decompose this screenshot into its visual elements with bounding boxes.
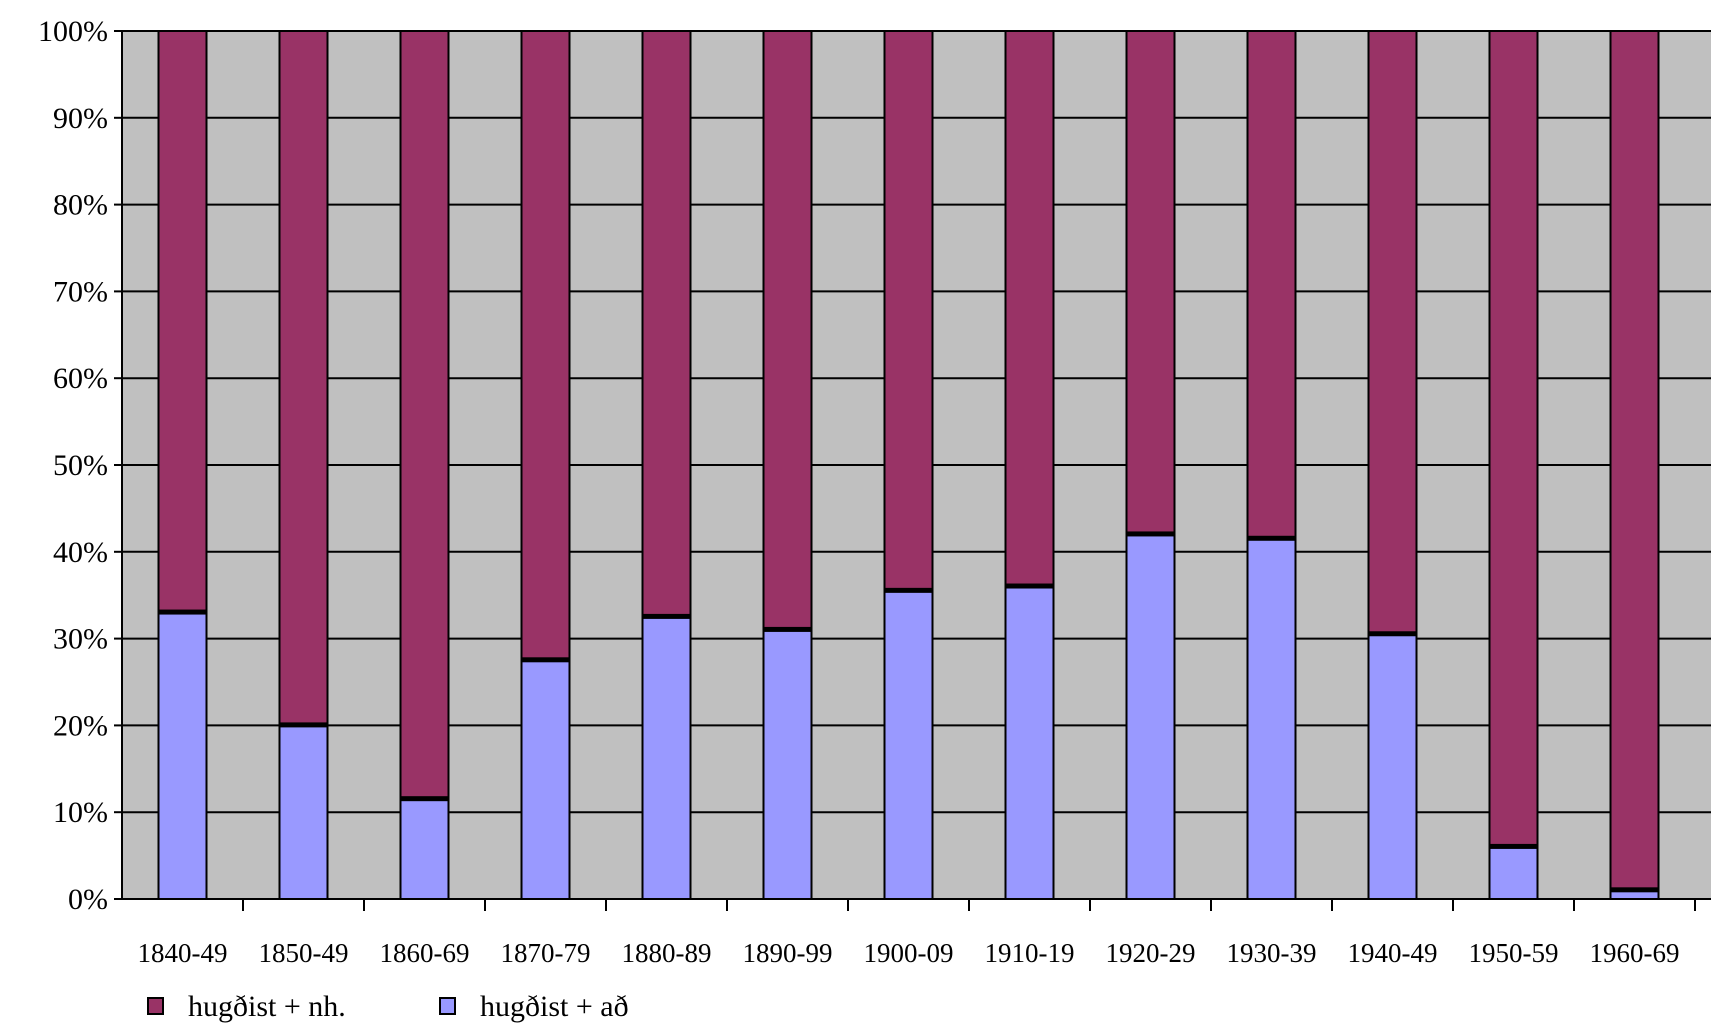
legend-swatch — [439, 997, 456, 1015]
bar-segment — [278, 30, 329, 727]
y-tick-label: 0% — [68, 883, 108, 916]
bar-segment — [157, 30, 208, 614]
segment-boundary — [1126, 531, 1175, 537]
x-tick-label: 1870-79 — [501, 938, 591, 968]
axes — [114, 31, 1711, 911]
bar-segment — [520, 659, 571, 900]
legend-swatch — [147, 997, 164, 1015]
bar-segment — [1125, 533, 1176, 900]
bar-segment — [1488, 845, 1539, 900]
x-tick-label: 1860-69 — [380, 938, 470, 968]
segment-boundary — [1610, 887, 1659, 893]
bars — [157, 30, 1660, 901]
x-tick-label: 1910-19 — [985, 938, 1075, 968]
segment-boundary — [1368, 631, 1417, 637]
bar-segment — [762, 30, 813, 631]
legend: hugðist + nh. hugðist + að — [147, 990, 629, 1023]
bar-segment — [641, 30, 692, 618]
bar-segment — [1246, 30, 1297, 540]
bar-segment — [399, 798, 450, 900]
y-tick-label: 100% — [38, 15, 108, 48]
bar-segment — [883, 30, 934, 592]
legend-label: hugðist + að — [480, 990, 629, 1023]
y-tick-label: 50% — [53, 449, 108, 482]
bar-segment — [157, 611, 208, 900]
bar-segment — [278, 724, 329, 901]
bar-segment — [1125, 30, 1176, 536]
bar-segment — [1609, 30, 1660, 892]
bar-segment — [1367, 633, 1418, 900]
segment-boundary — [884, 587, 933, 593]
segment-boundary — [158, 609, 207, 615]
x-tick-label: 1890-99 — [743, 938, 833, 968]
x-tick-label: 1840-49 — [138, 938, 228, 968]
bar-segment — [399, 30, 450, 801]
bar-segment — [520, 30, 571, 662]
bar-segment — [1246, 537, 1297, 901]
segment-boundary — [521, 657, 570, 663]
bar-segment — [762, 628, 813, 900]
x-tick-labels: 1840-49 1850-49 1860-69 1870-79 1880-89 1890-… — [138, 938, 1680, 968]
segment-boundary — [763, 626, 812, 632]
x-tick-label: 1920-29 — [1106, 938, 1196, 968]
y-tick-label: 60% — [53, 362, 108, 395]
x-tick-label: 1850-49 — [259, 938, 349, 968]
y-tick-label: 20% — [53, 709, 108, 742]
segment-boundary — [1005, 583, 1054, 589]
segment-boundary — [1247, 535, 1296, 541]
bar-segment — [641, 615, 692, 901]
y-tick-label: 30% — [53, 623, 108, 656]
bar-segment — [1004, 30, 1055, 588]
y-tick-label: 40% — [53, 536, 108, 569]
bar-segment — [1004, 585, 1055, 901]
y-tick-label: 80% — [53, 189, 108, 222]
segment-boundary — [642, 613, 691, 619]
bar-segment — [883, 589, 934, 900]
y-tick-labels: 0% 10% 20% 30% 40% 50% 60% 70% 80% 90% 100% — [38, 15, 108, 916]
x-tick-label: 1930-39 — [1227, 938, 1317, 968]
y-tick-label: 10% — [53, 796, 108, 829]
x-tick-label: 1960-69 — [1590, 938, 1680, 968]
x-tick-label: 1940-49 — [1348, 938, 1438, 968]
segment-boundary — [279, 722, 328, 728]
segment-boundary — [1489, 843, 1538, 849]
y-tick-label: 90% — [53, 102, 108, 135]
y-tick-label: 70% — [53, 275, 108, 308]
bar-segment — [1367, 30, 1418, 636]
x-tick-label: 1900-09 — [864, 938, 954, 968]
segment-boundary — [400, 796, 449, 802]
x-tick-label: 1880-89 — [622, 938, 712, 968]
bar-segment — [1488, 30, 1539, 848]
legend-label: hugðist + nh. — [188, 990, 346, 1023]
x-tick-label: 1950-59 — [1469, 938, 1559, 968]
